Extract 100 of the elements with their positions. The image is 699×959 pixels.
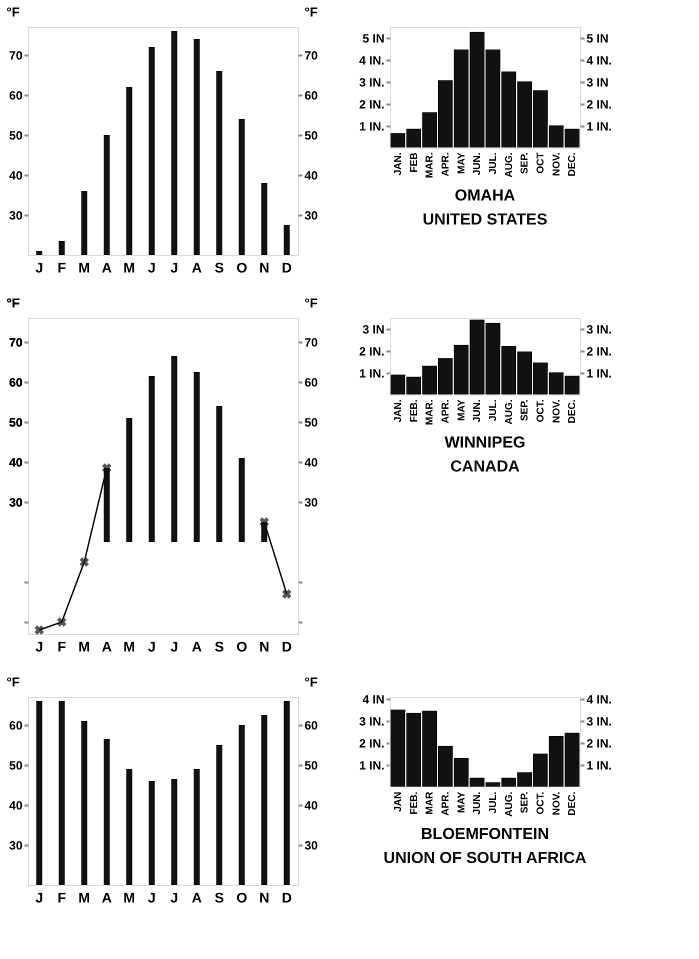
y-tick-label: 5 IN — [362, 32, 384, 46]
y-tick-label: 60 — [9, 88, 23, 102]
x-tick-label: MAR — [424, 790, 436, 814]
y-axis-title: °F — [6, 296, 20, 310]
x-tick-label: A — [102, 890, 112, 906]
bar — [126, 418, 132, 542]
y-tick-label: 3 IN — [362, 322, 384, 336]
y-tick-label: 4 IN. — [359, 54, 384, 68]
bar — [238, 458, 245, 542]
x-tick-label: D — [282, 890, 292, 906]
y2-tick-label: 40 — [304, 798, 318, 812]
y-tick-label: 70 — [9, 336, 23, 350]
x-tick-label: MAR. — [424, 152, 436, 178]
y-tick-label: 4 IN — [362, 692, 384, 707]
x-tick-label: APR. — [440, 152, 452, 176]
y2-tick-label: 3 IN — [586, 76, 609, 90]
x-tick-label: S — [214, 638, 224, 654]
x-tick-label: M — [78, 260, 90, 276]
x-tick-label: SEP. — [520, 399, 531, 421]
y2-tick-label: 40 — [304, 456, 318, 470]
y-tick-label: 60 — [9, 376, 23, 390]
y-tick-label: 30 — [9, 208, 23, 222]
y-tick-label: 3 IN. — [359, 714, 384, 729]
x-tick-label: JUN. — [472, 399, 484, 422]
y-tick-label: 50 — [9, 416, 23, 430]
x-tick-label: APR. — [440, 399, 452, 424]
y2-tick-label: 1 IN. — [586, 758, 612, 773]
y-tick-label: 30 — [9, 838, 23, 852]
x-tick-label: JUL. — [488, 399, 499, 422]
y-tick-label: 3 IN. — [359, 76, 384, 90]
point — [80, 557, 89, 567]
y2-tick-label: 1 IN. — [586, 366, 612, 380]
y-tick-label: 1 IN. — [359, 120, 384, 134]
x-tick-label: SEP. — [520, 791, 531, 814]
y2-tick-label: 2 IN. — [586, 736, 612, 751]
x-tick-label: FEB — [408, 152, 420, 172]
x-tick-label: DEC. — [567, 791, 578, 816]
y2-tick-label: 4 IN. — [586, 692, 612, 707]
x-tick-label: J — [148, 890, 156, 906]
x-tick-label: M — [123, 890, 136, 906]
y-tick-label: 50 — [9, 758, 23, 772]
y-tick-label: 40 — [9, 798, 23, 812]
x-tick-label: JUL. — [488, 791, 499, 814]
y-axis-title: °F — [6, 674, 20, 690]
x-tick-label: MAY — [456, 152, 468, 174]
point — [282, 589, 292, 599]
x-tick-label: S — [214, 890, 224, 906]
y2-tick-label: 30 — [304, 208, 318, 222]
y2-axis-title: °F — [304, 4, 318, 20]
x-tick-label: NOV. — [551, 152, 562, 176]
y2-tick-label: 1 IN. — [586, 120, 612, 134]
y2-tick-label: 50 — [304, 758, 318, 772]
x-tick-label: M — [78, 890, 90, 906]
y2-tick-label: 3 IN. — [586, 322, 612, 336]
text: UNION OF SOUTH AFRICA — [384, 850, 587, 868]
point — [102, 463, 112, 473]
y-tick-label: 1 IN. — [359, 366, 384, 380]
x-tick-label: JAN. — [392, 152, 404, 176]
bar — [194, 372, 200, 542]
x-tick-label: JUL. — [488, 152, 499, 174]
x-tick-label: OCT. — [535, 399, 546, 422]
y-tick-label: 2 IN. — [359, 98, 384, 112]
x-tick-label: J — [170, 890, 178, 906]
x-tick-label: A — [102, 260, 112, 276]
x-tick-label: J — [148, 638, 156, 654]
x-tick-label: N — [259, 260, 270, 276]
point — [57, 617, 66, 627]
x-tick-label: JUN. — [472, 791, 484, 814]
y2-tick-label: 50 — [304, 128, 318, 142]
x-tick-label: A — [192, 260, 202, 276]
y2-axis-title: °F — [304, 296, 318, 310]
x-tick-label: NOV. — [551, 791, 562, 816]
x-tick-label: OCT — [535, 152, 546, 174]
y-tick-label: 2 IN. — [359, 344, 384, 358]
x-tick-label: MAY — [456, 399, 468, 421]
x-tick-label: J — [35, 260, 44, 276]
x-tick-label: OCT. — [535, 791, 546, 814]
x-tick-label: M — [123, 260, 136, 276]
x-tick-label: F — [57, 890, 66, 906]
y2-tick-label: 2 IN. — [586, 98, 612, 112]
x-tick-label: AUG. — [504, 152, 515, 178]
y2-tick-label: 4 IN. — [586, 54, 612, 68]
x-tick-label: JAN — [392, 792, 404, 812]
y2-axis-title: °F — [304, 674, 318, 690]
x-tick-label: D — [282, 260, 292, 276]
y2-tick-label: 60 — [304, 718, 318, 732]
x-tick-label: M — [123, 638, 136, 654]
y-tick-label: 50 — [9, 128, 23, 142]
y2-tick-label: 30 — [304, 838, 318, 852]
y2-tick-label: 50 — [304, 416, 318, 430]
bar — [216, 406, 222, 542]
y2-tick-label: 40 — [304, 168, 318, 182]
text: WINNIPEG — [444, 434, 526, 452]
y2-tick-label: 5 IN — [586, 32, 609, 46]
x-tick-label: DEC. — [567, 399, 578, 424]
y-tick-label: 40 — [9, 456, 23, 470]
x-tick-label: A — [102, 638, 112, 654]
text: CANADA — [450, 458, 520, 476]
text: OMAHA — [454, 188, 516, 205]
x-tick-label: J — [170, 638, 178, 654]
